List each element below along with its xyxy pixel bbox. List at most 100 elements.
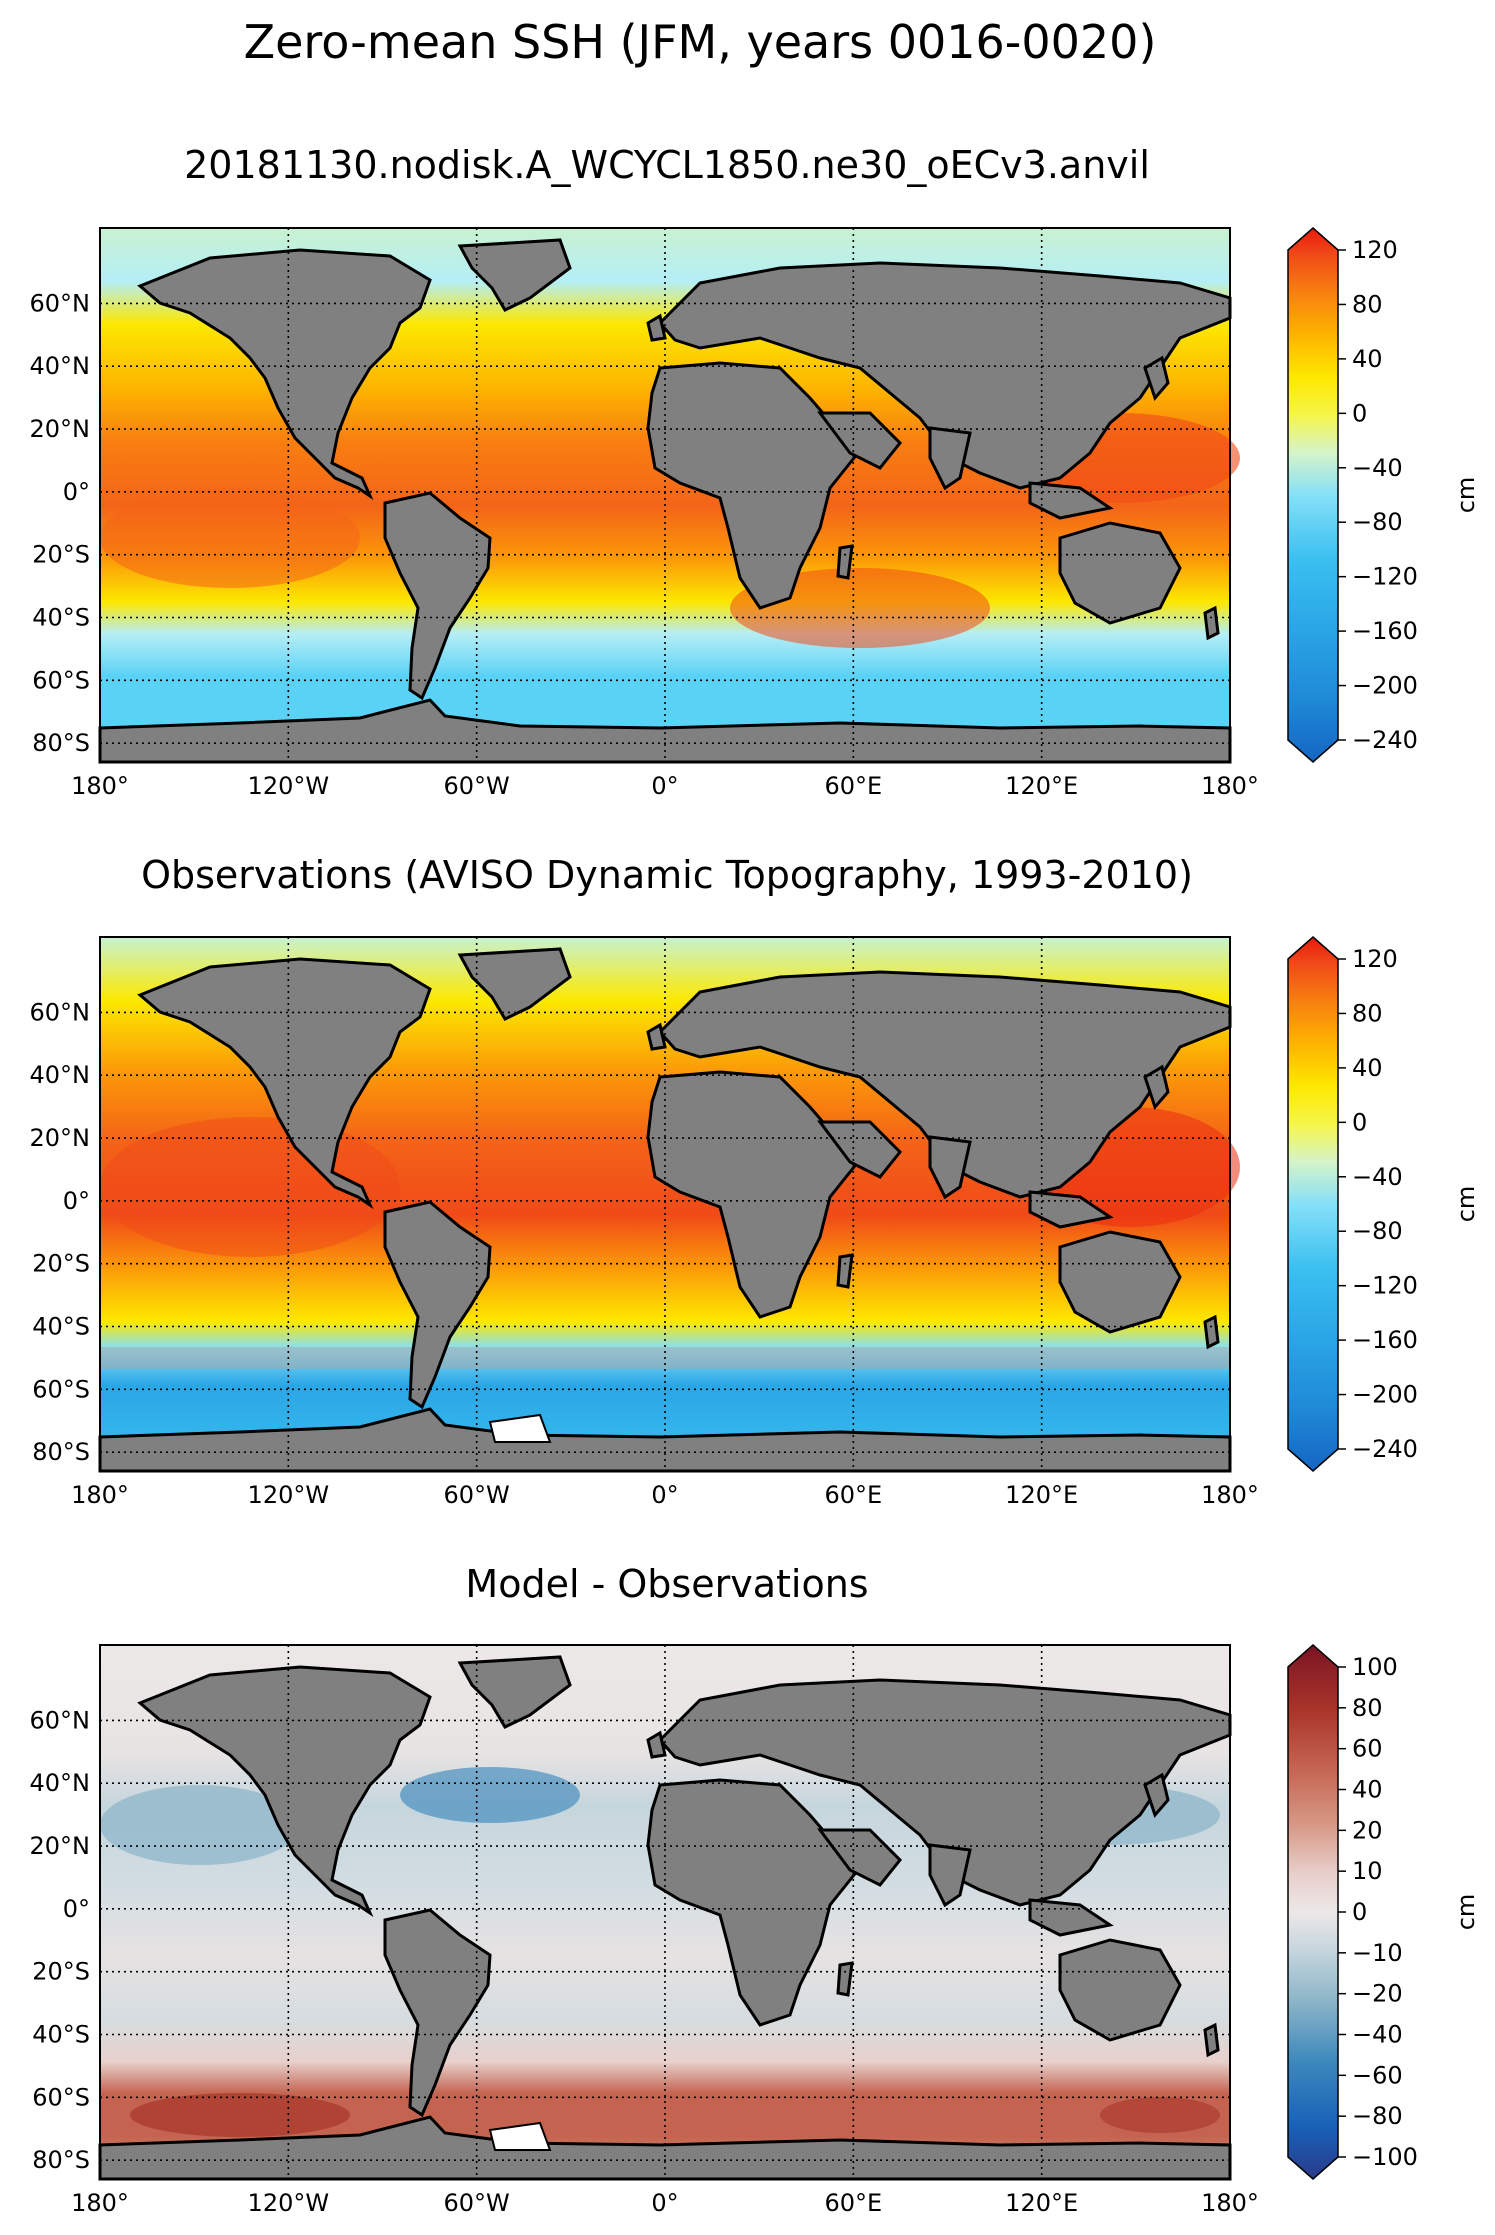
lat-tick-label: 60°N xyxy=(30,289,91,317)
panel-title: 20181130.nodisk.A_WCYCL1850.ne30_oECv3.a… xyxy=(184,143,1150,187)
colorbar-tick-label: 120 xyxy=(1352,236,1398,264)
gridlines xyxy=(100,1645,1230,2179)
map-area xyxy=(98,227,1240,764)
lat-tick-label: 0° xyxy=(63,1895,90,1923)
lon-tick-label: 60°E xyxy=(824,772,882,800)
lon-tick-label: 0° xyxy=(651,1481,678,1509)
colorbar-tick-label: −10 xyxy=(1352,1939,1403,1967)
lat-tick-label: 40°S xyxy=(32,604,90,632)
lon-tick-label: 180° xyxy=(1201,2189,1259,2217)
lon-tick-label: 60°W xyxy=(444,1481,510,1509)
panel-observations: Observations (AVISO Dynamic Topography, … xyxy=(30,853,1481,1509)
lat-tick-label: 40°N xyxy=(30,1769,91,1797)
colorbar: 120 80 40 0 −40 −80 −120 −160 −200 −240 cm xyxy=(1287,936,1480,1472)
lat-tick-label: 80°S xyxy=(32,729,90,757)
lon-tick-label: 120°E xyxy=(1005,772,1078,800)
colorbar-tick-label: −240 xyxy=(1352,1435,1418,1463)
lon-tick-label: 120°W xyxy=(248,2189,330,2217)
map-area xyxy=(98,936,1240,1473)
lon-tick-label: 60°W xyxy=(444,772,510,800)
colorbar-tick-label: 0 xyxy=(1352,1108,1367,1136)
lon-tick-label: 60°E xyxy=(824,1481,882,1509)
colorbar-tick-label: 40 xyxy=(1352,345,1383,373)
colorbar-tick-label: 10 xyxy=(1352,1857,1383,1885)
colorbar-tick-label: −120 xyxy=(1352,1272,1418,1300)
lon-tick-label: 180° xyxy=(71,772,129,800)
panel-difference: Model - Observations 60°N 40°N 20°N 0° 20°S 4… xyxy=(30,1562,1481,2217)
lat-tick-label: 20°N xyxy=(30,415,91,443)
panel-title: Observations (AVISO Dynamic Topography, … xyxy=(141,853,1193,897)
colorbar-tick-label: 0 xyxy=(1352,1898,1367,1926)
map-frame xyxy=(99,1644,1231,2180)
lon-tick-label: 180° xyxy=(1201,772,1259,800)
lat-tick-label: 80°S xyxy=(32,1438,90,1466)
panel-model: 20181130.nodisk.A_WCYCL1850.ne30_oECv3.a… xyxy=(30,143,1481,800)
lon-tick-label: 120°E xyxy=(1005,2189,1078,2217)
lon-tick-label: 180° xyxy=(71,2189,129,2217)
lat-tick-label: 60°S xyxy=(32,666,90,694)
lat-tick-label: 40°S xyxy=(32,2021,90,2049)
lon-tick-label: 60°W xyxy=(444,2189,510,2217)
colorbar-tick-label: −60 xyxy=(1352,2061,1403,2089)
gridlines xyxy=(100,937,1230,1471)
figure-title: Zero-mean SSH (JFM, years 0016-0020) xyxy=(244,15,1157,69)
lat-tick-label: 60°S xyxy=(32,2083,90,2111)
lat-tick-label: 60°N xyxy=(30,998,91,1026)
lat-tick-label: 20°S xyxy=(32,541,90,569)
map-frame xyxy=(99,227,1231,763)
lat-tick-label: 40°N xyxy=(30,352,91,380)
colorbar-tick-label: −240 xyxy=(1352,726,1418,754)
colorbar-tick-label: 40 xyxy=(1352,1776,1383,1804)
colorbar: 120 80 40 0 −40 −80 −120 −160 −200 −240 cm xyxy=(1287,227,1480,763)
colorbar-tick-label: 80 xyxy=(1352,999,1383,1027)
lon-tick-label: 0° xyxy=(651,772,678,800)
colorbar-tick-label: −160 xyxy=(1352,1326,1418,1354)
colorbar-tick-label: −80 xyxy=(1352,508,1403,536)
colorbar-tick-label: −40 xyxy=(1352,454,1403,482)
colorbar-tick-label: −20 xyxy=(1352,1980,1403,2008)
lon-tick-label: 60°E xyxy=(824,2189,882,2217)
map-area xyxy=(98,1644,1232,2181)
colorbar-tick-label: 80 xyxy=(1352,290,1383,318)
colorbar-tick-label: 0 xyxy=(1352,399,1367,427)
colorbar-tick-label: 40 xyxy=(1352,1054,1383,1082)
colorbar-tick-label: 100 xyxy=(1352,1653,1398,1681)
lat-tick-label: 0° xyxy=(63,1187,90,1215)
lon-tick-label: 120°E xyxy=(1005,1481,1078,1509)
colorbar-tick-label: −80 xyxy=(1352,1217,1403,1245)
lon-tick-label: 180° xyxy=(1201,1481,1259,1509)
colorbar-tick-label: −160 xyxy=(1352,617,1418,645)
lat-tick-label: 0° xyxy=(63,478,90,506)
colorbar-tick-label: 20 xyxy=(1352,1816,1383,1844)
colorbar-tick-label: −200 xyxy=(1352,672,1418,700)
lon-tick-label: 0° xyxy=(651,2189,678,2217)
colorbar-tick-label: −40 xyxy=(1352,1163,1403,1191)
lat-tick-label: 20°S xyxy=(32,1958,90,1986)
gridlines xyxy=(100,228,1230,762)
map-frame xyxy=(99,936,1231,1472)
colorbar-tick-label: −200 xyxy=(1352,1381,1418,1409)
colorbar-tick-label: −100 xyxy=(1352,2143,1418,2171)
lon-tick-label: 180° xyxy=(71,1481,129,1509)
colorbar-label: cm xyxy=(1452,477,1480,514)
lat-tick-label: 60°S xyxy=(32,1375,90,1403)
lon-tick-label: 120°W xyxy=(248,772,330,800)
lat-tick-label: 20°N xyxy=(30,1124,91,1152)
panel-title: Model - Observations xyxy=(465,1562,868,1606)
colorbar-tick-label: −40 xyxy=(1352,2021,1403,2049)
lat-tick-label: 40°S xyxy=(32,1313,90,1341)
lat-tick-label: 20°N xyxy=(30,1832,91,1860)
lat-tick-label: 40°N xyxy=(30,1061,91,1089)
colorbar-tick-label: −80 xyxy=(1352,2102,1403,2130)
lat-tick-label: 60°N xyxy=(30,1706,91,1734)
colorbar-tick-label: 80 xyxy=(1352,1694,1383,1722)
lat-tick-label: 80°S xyxy=(32,2146,90,2174)
colorbar-tick-label: 60 xyxy=(1352,1735,1383,1763)
lat-tick-label: 20°S xyxy=(32,1250,90,1278)
colorbar-label: cm xyxy=(1452,1894,1480,1931)
lon-tick-label: 120°W xyxy=(248,1481,330,1509)
colorbar-tick-label: −120 xyxy=(1352,563,1418,591)
colorbar-tick-label: 120 xyxy=(1352,945,1398,973)
